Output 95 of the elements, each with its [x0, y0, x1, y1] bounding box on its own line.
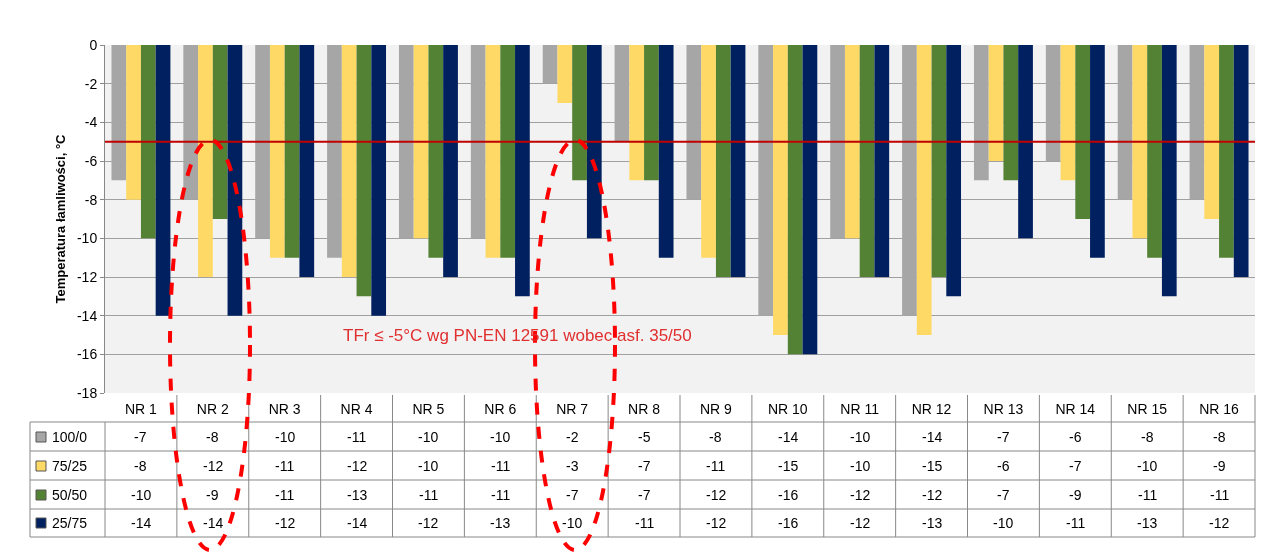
x-tick-label: NR 9: [699, 401, 733, 417]
data-label: -11: [419, 487, 439, 503]
data-label: -3: [566, 458, 579, 474]
data-label: -11: [491, 487, 511, 503]
data-label: -2: [566, 429, 579, 445]
x-tick-label: NR 2: [196, 401, 229, 417]
data-label: -13: [347, 487, 368, 503]
data-label: -10: [418, 429, 439, 445]
x-tick-label: NR 6: [484, 401, 517, 417]
x-tick-label: NR 12: [911, 401, 952, 417]
data-label: -10: [275, 429, 296, 445]
data-label: -10: [850, 458, 871, 474]
data-label: -7: [566, 487, 579, 503]
data-label: -14: [203, 515, 224, 531]
data-label: -10: [850, 429, 871, 445]
data-label: -13: [1137, 515, 1158, 531]
data-label: -12: [347, 458, 368, 474]
data-label: -13: [490, 515, 511, 531]
y-tick-label: -12: [76, 268, 98, 285]
data-label: -10: [131, 487, 152, 503]
data-label: -12: [275, 515, 296, 531]
x-tick-label: NR 10: [767, 401, 808, 417]
y-tick-label: -6: [84, 152, 98, 169]
data-label: -12: [706, 515, 727, 531]
y-tick-label: -4: [84, 114, 98, 131]
data-label: -7: [638, 458, 651, 474]
data-label: -7: [1069, 458, 1082, 474]
data-label: -15: [778, 458, 799, 474]
x-tick-label: NR 16: [1199, 401, 1240, 417]
legend-label: 75/25: [52, 458, 88, 474]
y-tick-label: -18: [76, 384, 98, 401]
data-label: -12: [850, 487, 871, 503]
data-label: -11: [275, 487, 295, 503]
data-label: -10: [562, 515, 583, 531]
data-label: -12: [1209, 515, 1230, 531]
y-tick-label: -2: [84, 75, 98, 92]
data-label: -14: [131, 515, 152, 531]
legend-label: 100/0: [52, 429, 88, 445]
data-label: -9: [1069, 487, 1082, 503]
data-label: -15: [922, 458, 943, 474]
data-label: -14: [347, 515, 368, 531]
x-tick-label: NR 14: [1055, 401, 1096, 417]
data-label: -12: [922, 487, 943, 503]
y-tick-label: -16: [76, 346, 98, 363]
x-tick-label: NR 5: [412, 401, 445, 417]
data-label: -16: [778, 515, 799, 531]
x-tick-label: NR 8: [628, 401, 661, 417]
data-label: -9: [1213, 458, 1226, 474]
data-label: -6: [997, 458, 1010, 474]
data-label: -10: [1137, 458, 1158, 474]
y-axis-title: Temperatura łamliwości, °C: [52, 133, 68, 304]
data-label: -16: [778, 487, 799, 503]
data-label: -10: [418, 458, 439, 474]
data-label: -11: [347, 429, 367, 445]
data-label: -11: [491, 458, 511, 474]
data-label: -11: [1066, 515, 1086, 531]
data-label: -7: [134, 429, 147, 445]
data-label: -11: [635, 515, 655, 531]
data-label: -8: [134, 458, 147, 474]
y-tick-label: 0: [89, 36, 98, 53]
data-label: -11: [275, 458, 295, 474]
y-tick-label: -8: [84, 191, 98, 208]
x-tick-label: NR 3: [268, 401, 301, 417]
legend-label: 50/50: [52, 487, 88, 503]
data-label: -8: [206, 429, 219, 445]
data-label: -12: [203, 458, 224, 474]
x-tick-label: NR 11: [840, 401, 880, 417]
data-label: -8: [709, 429, 722, 445]
x-tick-label: NR 1: [124, 401, 158, 417]
data-label: -11: [1138, 487, 1158, 503]
data-label: -5: [638, 429, 651, 445]
data-label: -13: [922, 515, 943, 531]
data-label: -12: [418, 515, 439, 531]
data-label: -12: [850, 515, 871, 531]
data-label: -11: [1210, 487, 1230, 503]
data-label: -8: [1213, 429, 1226, 445]
data-label: -10: [490, 429, 511, 445]
legend-label: 25/75: [52, 515, 88, 531]
y-tick-label: -10: [76, 230, 98, 247]
data-label: -10: [993, 515, 1014, 531]
data-label: -14: [778, 429, 799, 445]
data-label: -12: [706, 487, 727, 503]
data-label: -7: [997, 429, 1010, 445]
x-tick-label: NR 4: [340, 401, 373, 417]
x-tick-label: NR 15: [1127, 401, 1168, 417]
data-label: -11: [706, 458, 726, 474]
data-label: -9: [206, 487, 219, 503]
x-tick-label: NR 7: [556, 401, 589, 417]
data-label: -8: [1141, 429, 1154, 445]
data-label: -6: [1069, 429, 1082, 445]
data-label: -7: [638, 487, 651, 503]
data-label: -7: [997, 487, 1010, 503]
y-tick-label: -14: [76, 307, 98, 324]
data-label: -14: [922, 429, 943, 445]
x-tick-label: NR 13: [983, 401, 1024, 417]
